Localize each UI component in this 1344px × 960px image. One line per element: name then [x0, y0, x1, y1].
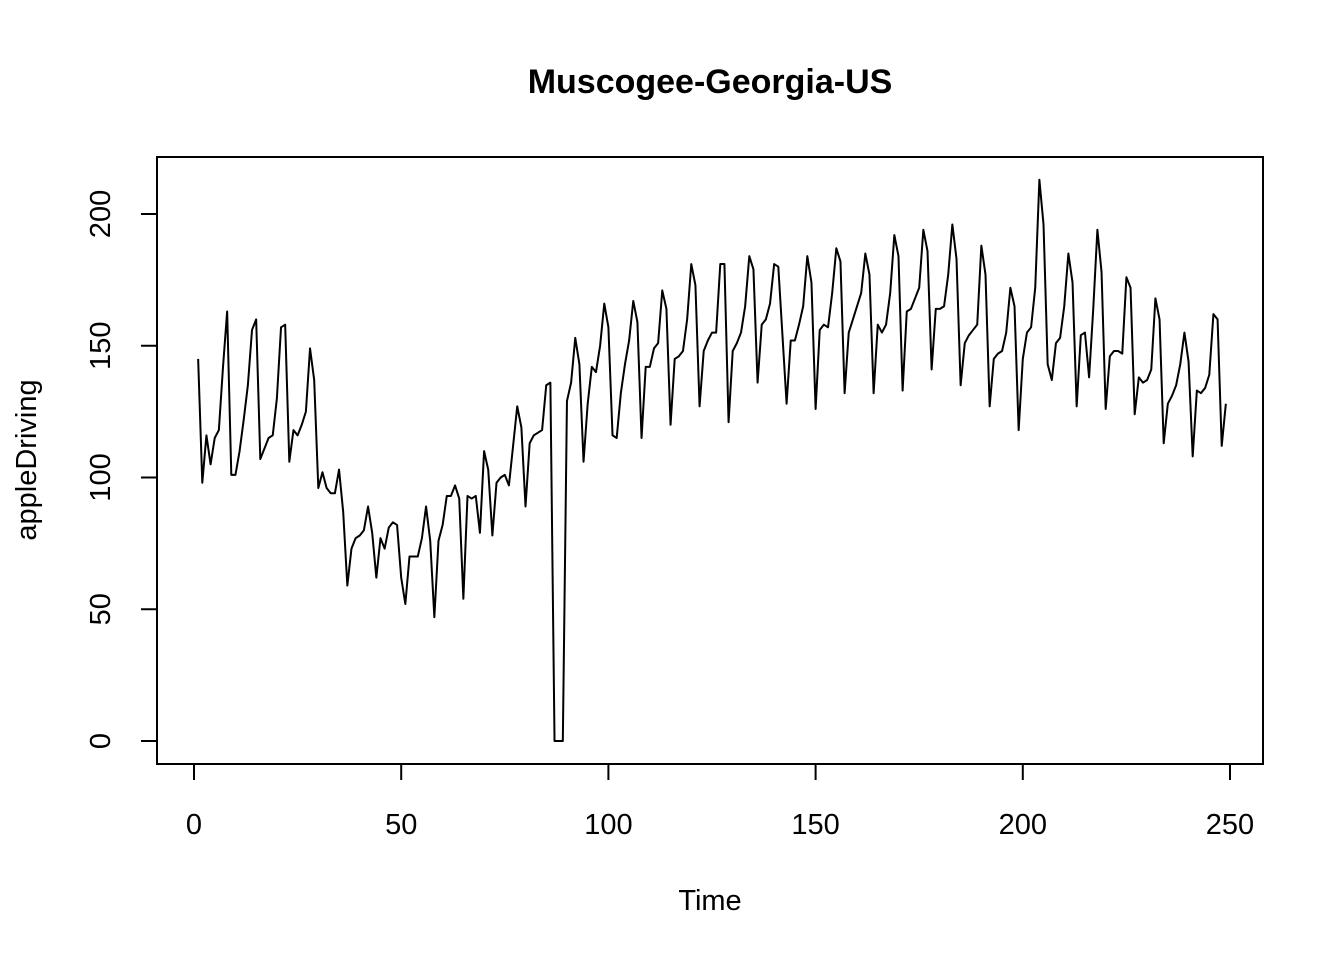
y-axis-label: appleDriving [11, 379, 43, 540]
y-axis: 0 50 100 150 200 [85, 190, 158, 749]
x-axis: 0 50 100 150 200 250 [186, 763, 1254, 841]
y-tick-label: 200 [85, 190, 117, 238]
series-line [197, 178, 1227, 742]
chart-title: Muscogee-Georgia-US [528, 63, 893, 101]
x-tick-label: 200 [999, 809, 1047, 841]
x-tick-label: 250 [1206, 809, 1254, 841]
x-tick-label: 0 [186, 809, 202, 841]
x-tick-label: 100 [584, 809, 632, 841]
x-tick-label: 50 [385, 809, 417, 841]
data-points [198, 179, 1227, 741]
y-tick-label: 100 [85, 453, 117, 501]
y-tick-label: 50 [85, 593, 117, 625]
x-tick-label: 150 [791, 809, 839, 841]
y-tick-label: 0 [85, 733, 117, 749]
x-axis-label: Time [678, 885, 741, 917]
y-tick-label: 150 [85, 322, 117, 370]
